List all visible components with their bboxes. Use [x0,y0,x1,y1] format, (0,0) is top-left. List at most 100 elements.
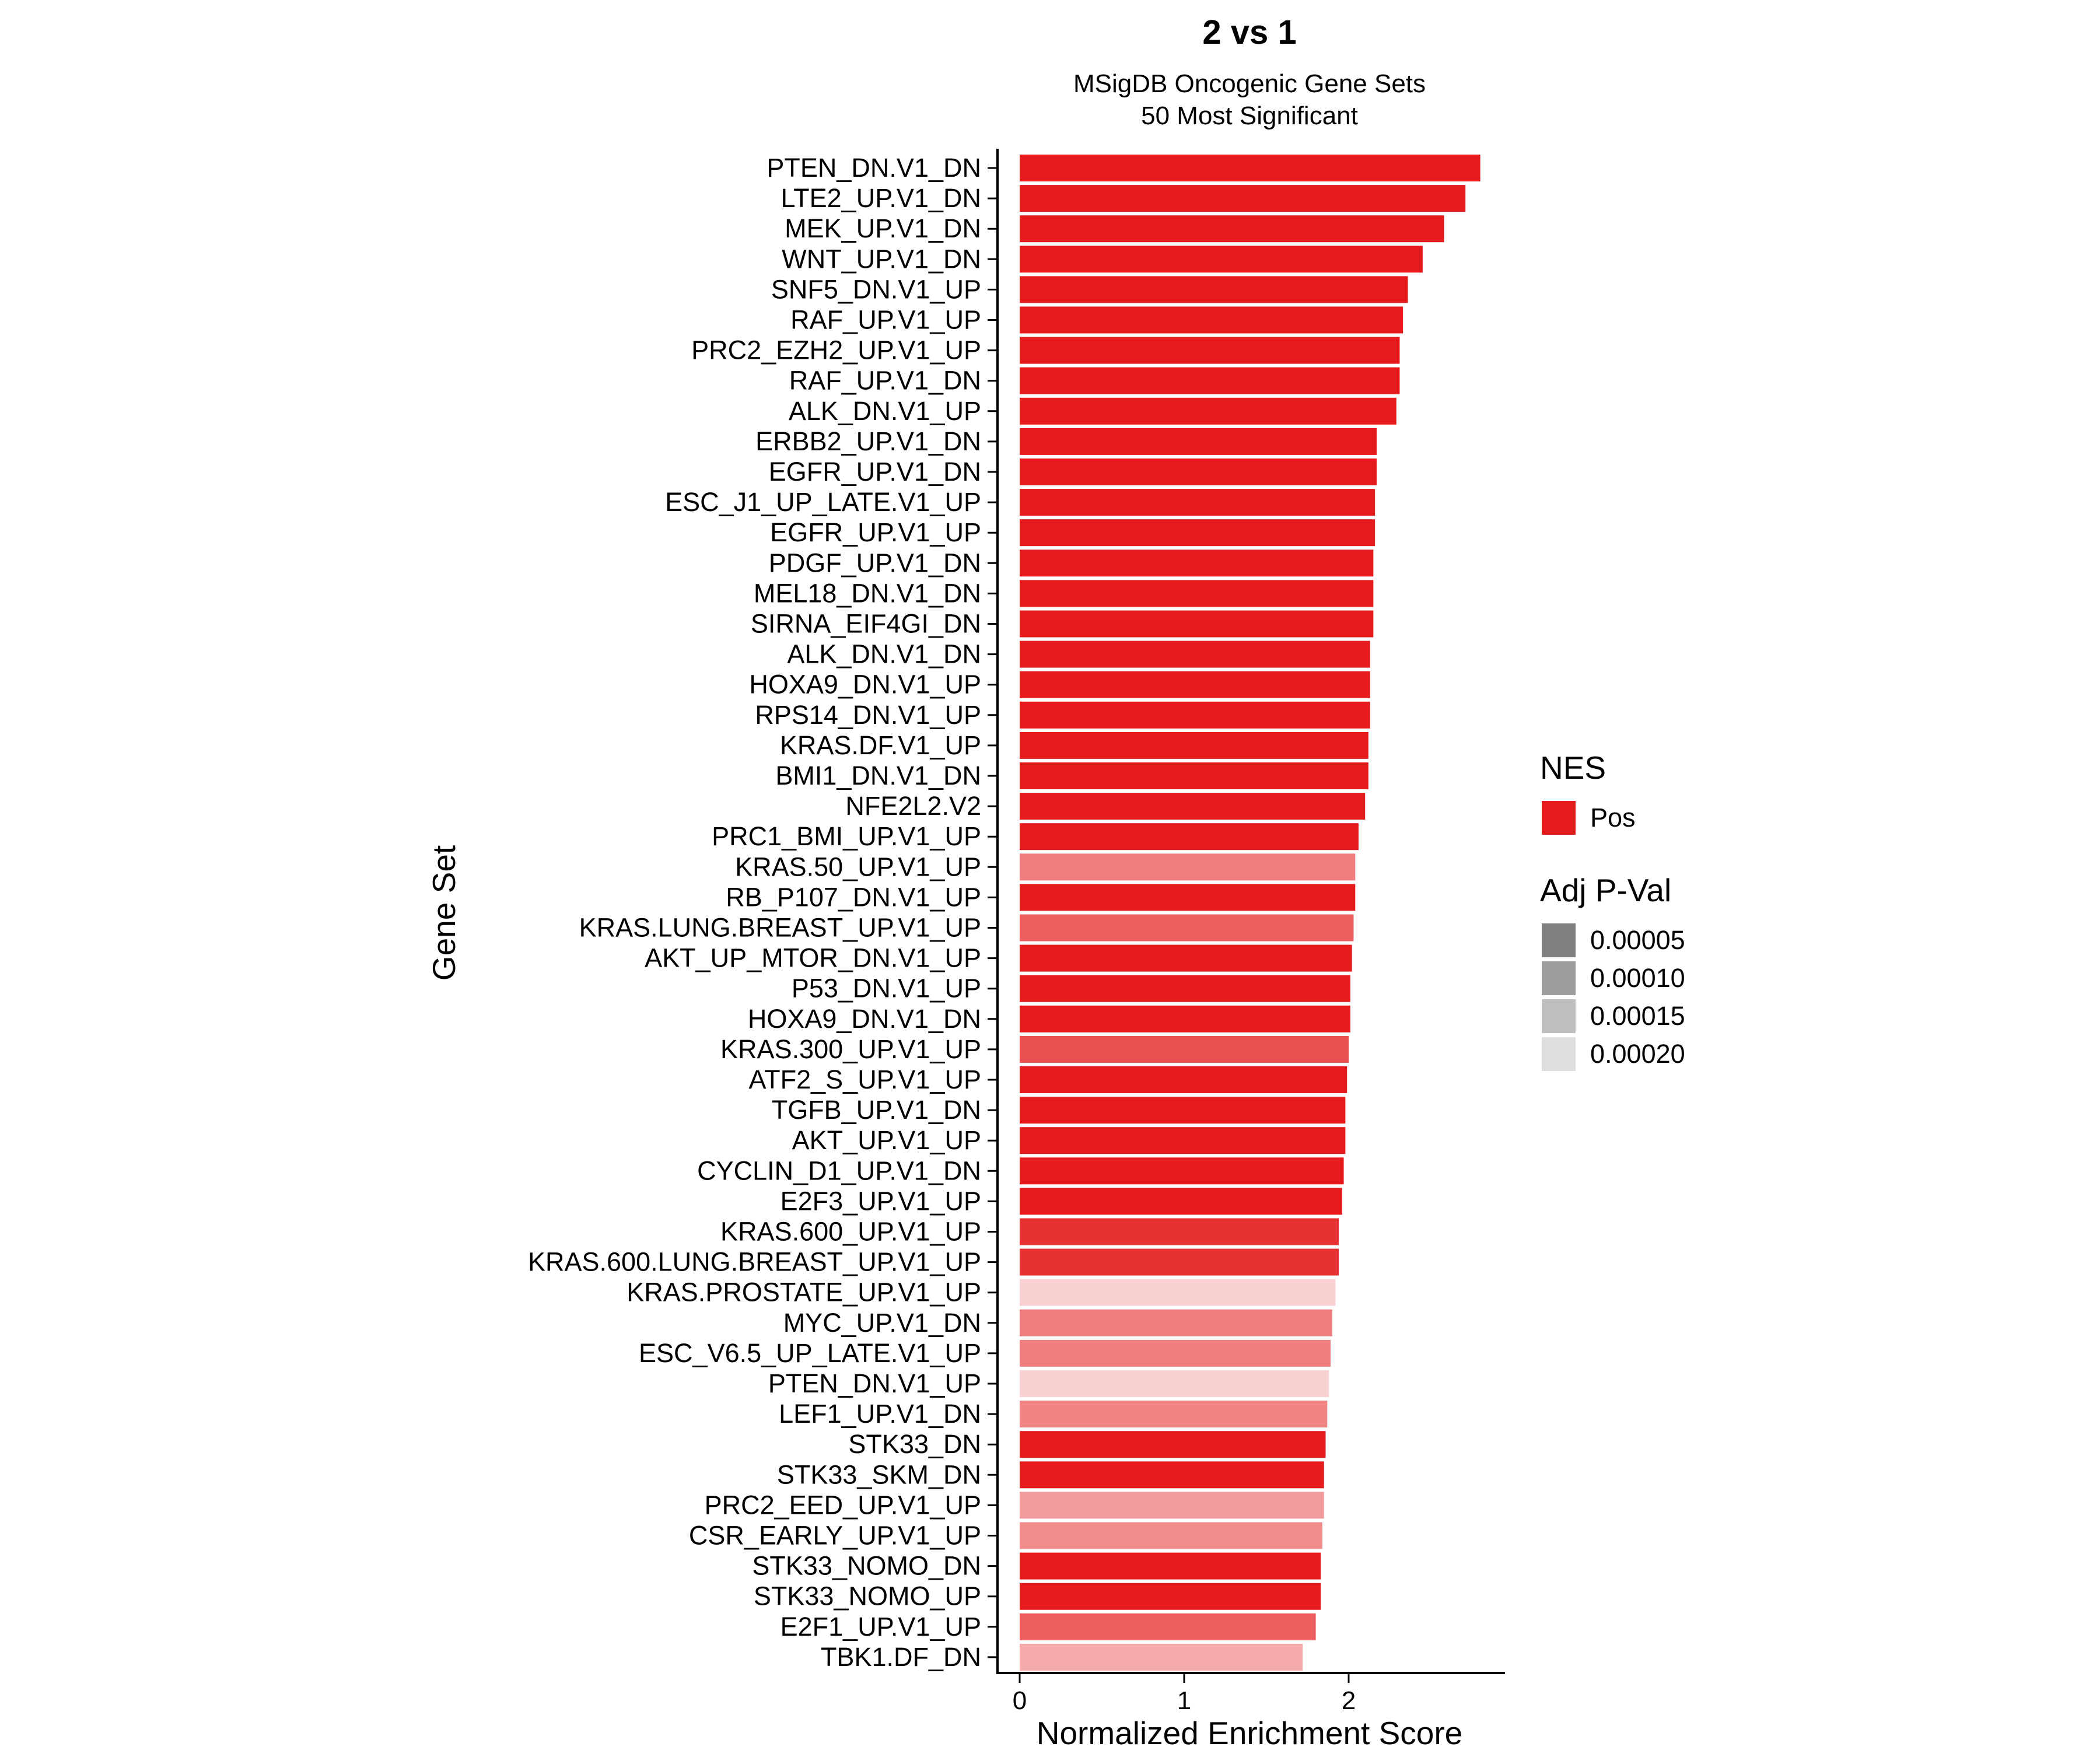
category-label: CYCLIN_D1_UP.V1_DN [697,1156,981,1185]
category-label: LEF1_UP.V1_DN [779,1399,981,1429]
chart-title: 2 vs 1 [1202,13,1296,51]
legend-label-pval: 0.00010 [1590,963,1685,993]
category-label: E2F1_UP.V1_UP [780,1612,981,1642]
category-label: ALK_DN.V1_DN [787,639,981,669]
bar [1020,1066,1348,1093]
bar [1020,823,1359,850]
x-tick-label: 0 [1013,1686,1027,1715]
category-label: PRC1_BMI_UP.V1_UP [712,821,981,851]
bar [1020,1339,1331,1367]
category-label: KRAS.DF.V1_UP [780,730,981,760]
category-label: PRC2_EZH2_UP.V1_UP [691,335,981,365]
bar [1020,580,1374,607]
category-labels: PTEN_DN.V1_DNLTE2_UP.V1_DNMEK_UP.V1_DNWN… [528,153,998,1672]
bar [1020,1401,1328,1428]
x-axis-title: Normalized Enrichment Score [1037,1715,1463,1750]
legend-nes-title: NES [1540,750,1606,786]
category-label: KRAS.600_UP.V1_UP [720,1217,981,1247]
category-label: ERBB2_UP.V1_DN [755,426,981,456]
category-label: EGFR_UP.V1_DN [769,457,981,487]
bar [1020,1492,1324,1519]
bar [1020,701,1370,729]
category-label: MEL18_DN.V1_DN [754,578,981,608]
legend-label-pval: 0.00005 [1590,925,1685,955]
bar [1020,397,1396,425]
bar [1020,367,1400,394]
bar [1020,550,1374,577]
bar [1020,884,1356,911]
category-label: PDGF_UP.V1_DN [769,548,981,578]
bar [1020,459,1377,485]
category-label: E2F3_UP.V1_UP [780,1186,981,1216]
category-label: RAF_UP.V1_DN [789,366,981,396]
legend-label-pval: 0.00020 [1590,1039,1685,1069]
bar [1020,1188,1342,1215]
legend-swatch-pos [1542,801,1576,835]
x-tick-label: 2 [1342,1686,1356,1715]
legend-swatch-pval [1542,999,1576,1033]
bar [1020,1552,1321,1580]
legend-label-pval: 0.00015 [1590,1001,1685,1031]
category-label: EGFR_UP.V1_UP [770,517,981,547]
bar [1020,1127,1346,1154]
bar [1020,337,1400,364]
x-tick-label: 1 [1177,1686,1191,1715]
category-label: HOXA9_DN.V1_DN [748,1004,981,1034]
chart-subtitle-line-2: 50 Most Significant [1141,102,1358,130]
bar [1020,1643,1303,1671]
bar [1020,185,1466,212]
category-label: ESC_V6.5_UP_LATE.V1_UP [639,1338,981,1368]
category-label: SIRNA_EIF4GI_DN [751,609,981,639]
category-label: RB_P107_DN.V1_UP [726,882,981,912]
category-label: WNT_UP.V1_DN [782,244,981,274]
category-label: AKT_UP.V1_UP [792,1125,981,1155]
bar [1020,1522,1322,1549]
category-label: RPS14_DN.V1_UP [755,700,981,730]
legend-swatch-pval [1542,961,1576,995]
bar [1020,1218,1339,1245]
category-label: KRAS.LUNG.BREAST_UP.V1_UP [579,913,981,943]
bar [1020,640,1370,668]
category-label: STK33_NOMO_DN [752,1551,981,1581]
bar [1020,1097,1346,1124]
category-label: TBK1.DF_DN [821,1642,981,1672]
category-label: PRC2_EED_UP.V1_UP [705,1490,981,1520]
category-label: RAF_UP.V1_UP [790,305,981,335]
legend-swatch-pval [1542,1037,1576,1071]
bar [1020,215,1444,243]
category-label: HOXA9_DN.V1_UP [749,670,981,699]
bar [1020,1461,1324,1489]
bar [1020,762,1368,789]
bar [1020,1370,1329,1397]
bar [1020,671,1370,698]
bar [1020,975,1350,1002]
bar [1020,1431,1326,1458]
bar [1020,1248,1339,1276]
category-label: STK33_NOMO_UP [754,1581,981,1611]
category-label: MEK_UP.V1_DN [785,214,981,243]
category-label: LTE2_UP.V1_DN [780,183,981,213]
x-axis-ticks: 0 1 2 [1013,1673,1356,1715]
category-label: ALK_DN.V1_UP [789,396,981,426]
category-label: ATF2_S_UP.V1_UP [748,1065,981,1094]
bar [1020,155,1480,181]
bar [1020,853,1356,881]
bar [1020,1005,1350,1032]
category-label: MYC_UP.V1_DN [783,1308,981,1338]
bar [1020,1613,1316,1640]
bar [1020,306,1404,334]
bar [1020,732,1368,759]
category-label: CSR_EARLY_UP.V1_UP [689,1521,981,1550]
bar [1020,1309,1332,1336]
category-label: STK33_DN [848,1429,981,1459]
bar [1020,1279,1336,1306]
category-label: KRAS.600.LUNG.BREAST_UP.V1_UP [528,1247,981,1277]
bars-layer [1020,155,1480,1671]
bar [1020,1035,1349,1063]
category-label: PTEN_DN.V1_UP [768,1368,981,1398]
bar [1020,1583,1321,1610]
bar [1020,793,1366,820]
category-label: KRAS.300_UP.V1_UP [720,1034,981,1064]
bar [1020,276,1408,303]
